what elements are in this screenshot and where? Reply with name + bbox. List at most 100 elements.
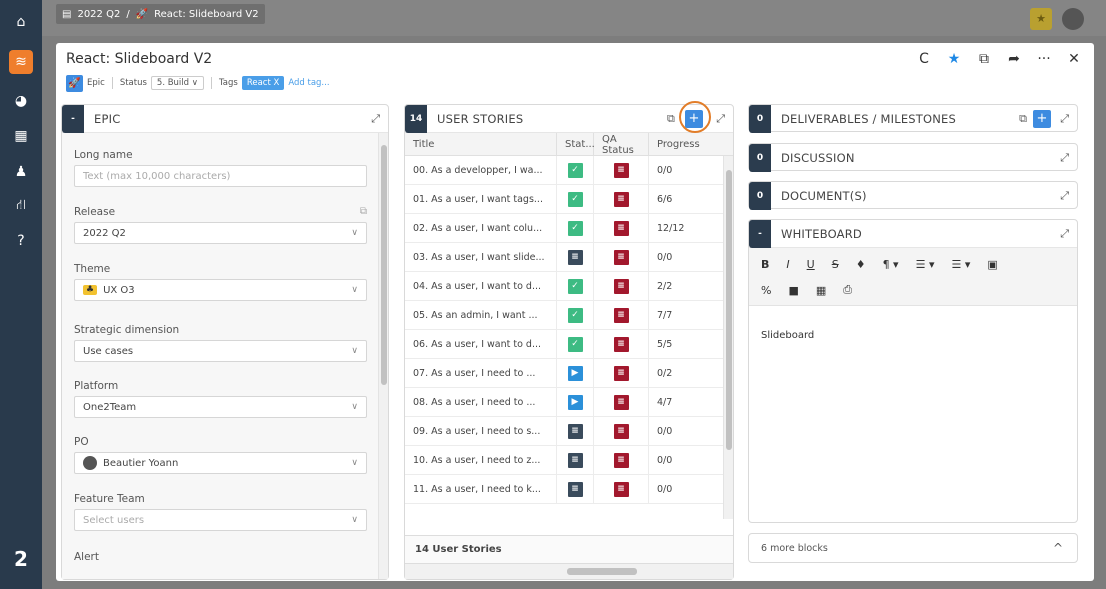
avatar[interactable] bbox=[1062, 8, 1084, 30]
bold-icon[interactable]: B bbox=[761, 257, 770, 271]
qa-status-cell[interactable]: ≡ bbox=[594, 243, 649, 271]
copy-icon[interactable]: ⧉ bbox=[1019, 112, 1027, 125]
qa-status-cell[interactable]: ≡ bbox=[594, 214, 649, 242]
column-status[interactable]: Stat... bbox=[557, 133, 595, 156]
long-name-input[interactable]: Text (max 10,000 characters) bbox=[74, 165, 367, 187]
status-cell[interactable]: ✓ bbox=[557, 330, 594, 358]
status-cell[interactable]: ▶ bbox=[557, 359, 594, 387]
video-icon[interactable]: ■ bbox=[788, 283, 799, 297]
table-row[interactable]: 08. As a user, I need to ... ▶ ≡ 4/7 bbox=[405, 388, 723, 417]
bullet-list-icon[interactable]: ☰ ▾ bbox=[951, 257, 971, 271]
status-cell[interactable]: ✓ bbox=[557, 185, 594, 213]
theme-select[interactable]: ♣ UX O3 ∨ bbox=[74, 279, 367, 301]
story-title[interactable]: 00. As a developper, I wa... bbox=[405, 156, 557, 184]
story-title[interactable]: 11. As a user, I need to k... bbox=[405, 475, 557, 503]
table-row[interactable]: 11. As a user, I need to k... ≡ ≡ 0/0 bbox=[405, 475, 723, 504]
story-title[interactable]: 08. As a user, I need to ... bbox=[405, 388, 557, 416]
qa-status-cell[interactable]: ≡ bbox=[594, 330, 649, 358]
scrollbar-thumb[interactable] bbox=[567, 568, 637, 575]
story-title[interactable]: 02. As a user, I want colu... bbox=[405, 214, 557, 242]
table-row[interactable]: 03. As a user, I want slide... ≡ ≡ 0/0 bbox=[405, 243, 723, 272]
tag-remove-icon[interactable]: X bbox=[273, 78, 280, 88]
more-blocks-bar[interactable]: 6 more blocks ^ bbox=[748, 533, 1078, 563]
status-select[interactable]: 5. Build ∨ bbox=[150, 76, 204, 90]
qa-status-cell[interactable]: ≡ bbox=[594, 185, 649, 213]
release-select[interactable]: 2022 Q2 ∨ bbox=[74, 222, 367, 244]
status-cell[interactable]: ≡ bbox=[557, 243, 594, 271]
link-icon[interactable]: % bbox=[761, 283, 772, 297]
pie-chart-icon[interactable]: ◕ bbox=[14, 93, 28, 109]
expand-icon[interactable]: ⤢ bbox=[716, 112, 725, 125]
story-title[interactable]: 01. As a user, I want tags... bbox=[405, 185, 557, 213]
status-cell[interactable]: ✓ bbox=[557, 272, 594, 300]
layers-icon[interactable]: ≋ bbox=[9, 50, 33, 74]
expand-icon[interactable]: ⤢ bbox=[1060, 151, 1069, 164]
collapse-badge[interactable]: - bbox=[749, 219, 771, 248]
story-title[interactable]: 10. As a user, I need to z... bbox=[405, 446, 557, 474]
open-external-icon[interactable]: ⧉ bbox=[979, 51, 989, 67]
qa-status-cell[interactable]: ≡ bbox=[594, 272, 649, 300]
column-progress[interactable]: Progress bbox=[657, 139, 700, 150]
qa-status-cell[interactable]: ≡ bbox=[594, 475, 649, 503]
po-select[interactable]: Beautier Yoann ∨ bbox=[74, 452, 367, 474]
story-title[interactable]: 06. As a user, I want to d... bbox=[405, 330, 557, 358]
add-deliverable-button[interactable]: + bbox=[1033, 110, 1051, 128]
copy-icon[interactable]: ⧉ bbox=[667, 112, 675, 125]
calendar-icon[interactable]: ▦ bbox=[14, 128, 28, 144]
scrollbar[interactable] bbox=[378, 133, 388, 579]
whiteboard-content[interactable]: Slideboard bbox=[761, 330, 815, 341]
add-tag-link[interactable]: Add tag... bbox=[288, 78, 330, 88]
paragraph-icon[interactable]: ¶ ▾ bbox=[882, 257, 899, 271]
refresh-icon[interactable]: C bbox=[919, 51, 929, 67]
share-icon[interactable]: ➦ bbox=[1008, 51, 1020, 67]
table-row[interactable]: 06. As a user, I want to d... ✓ ≡ 5/5 bbox=[405, 330, 723, 359]
feature-team-select[interactable]: Select users ∨ bbox=[74, 509, 367, 531]
column-qa-status[interactable]: QA Status bbox=[594, 133, 649, 156]
scrollbar[interactable] bbox=[723, 156, 733, 519]
story-title[interactable]: 03. As a user, I want slide... bbox=[405, 243, 557, 271]
table-icon[interactable]: ▦ bbox=[815, 283, 827, 297]
expand-icon[interactable]: ⤢ bbox=[1060, 112, 1069, 125]
collapse-badge[interactable]: - bbox=[62, 104, 84, 133]
qa-status-cell[interactable]: ≡ bbox=[594, 446, 649, 474]
table-row[interactable]: 07. As a user, I need to ... ▶ ≡ 0/2 bbox=[405, 359, 723, 388]
underline-icon[interactable]: U bbox=[806, 257, 815, 271]
table-row[interactable]: 01. As a user, I want tags... ✓ ≡ 6/6 bbox=[405, 185, 723, 214]
image-icon[interactable]: ▣ bbox=[987, 257, 998, 271]
more-icon[interactable]: ··· bbox=[1037, 51, 1051, 67]
italic-icon[interactable]: I bbox=[786, 257, 790, 271]
status-cell[interactable]: ▶ bbox=[557, 388, 594, 416]
status-cell[interactable]: ✓ bbox=[557, 301, 594, 329]
expand-icon[interactable]: ⤢ bbox=[1060, 227, 1069, 240]
strikethrough-icon[interactable]: S bbox=[831, 257, 839, 271]
qa-status-cell[interactable]: ≡ bbox=[594, 156, 649, 184]
qa-status-cell[interactable]: ≡ bbox=[594, 388, 649, 416]
strategic-dimension-select[interactable]: Use cases ∨ bbox=[74, 340, 367, 362]
table-row[interactable]: 09. As a user, I need to s... ≡ ≡ 0/0 bbox=[405, 417, 723, 446]
org-chart-icon[interactable]: ⛙ bbox=[16, 197, 26, 213]
qa-status-cell[interactable]: ≡ bbox=[594, 359, 649, 387]
favorite-icon[interactable]: ★ bbox=[1030, 8, 1052, 30]
status-cell[interactable]: ✓ bbox=[557, 156, 594, 184]
tag-chip[interactable]: React X bbox=[241, 76, 285, 90]
story-title[interactable]: 07. As a user, I need to ... bbox=[405, 359, 557, 387]
table-row[interactable]: 02. As a user, I want colu... ✓ ≡ 12/12 bbox=[405, 214, 723, 243]
table-row[interactable]: 10. As a user, I need to z... ≡ ≡ 0/0 bbox=[405, 446, 723, 475]
open-external-icon[interactable]: ⧉ bbox=[359, 206, 367, 217]
column-title[interactable]: Title bbox=[405, 133, 557, 156]
expand-icon[interactable]: ⤢ bbox=[1060, 189, 1069, 202]
table-row[interactable]: 04. As a user, I want to d... ✓ ≡ 2/2 bbox=[405, 272, 723, 301]
qa-status-cell[interactable]: ≡ bbox=[594, 301, 649, 329]
story-title[interactable]: 04. As a user, I want to d... bbox=[405, 272, 557, 300]
star-icon[interactable]: ★ bbox=[947, 51, 961, 67]
status-cell[interactable]: ≡ bbox=[557, 475, 594, 503]
story-title[interactable]: 09. As a user, I need to s... bbox=[405, 417, 557, 445]
qa-status-cell[interactable]: ≡ bbox=[594, 417, 649, 445]
scrollbar-thumb[interactable] bbox=[381, 145, 387, 385]
team-icon[interactable]: ♟ bbox=[14, 164, 28, 180]
status-cell[interactable]: ≡ bbox=[557, 446, 594, 474]
platform-select[interactable]: One2Team ∨ bbox=[74, 396, 367, 418]
file-icon[interactable]: ⎙ bbox=[843, 283, 853, 296]
horizontal-scrollbar[interactable] bbox=[405, 563, 733, 579]
close-icon[interactable]: ✕ bbox=[1068, 51, 1080, 67]
